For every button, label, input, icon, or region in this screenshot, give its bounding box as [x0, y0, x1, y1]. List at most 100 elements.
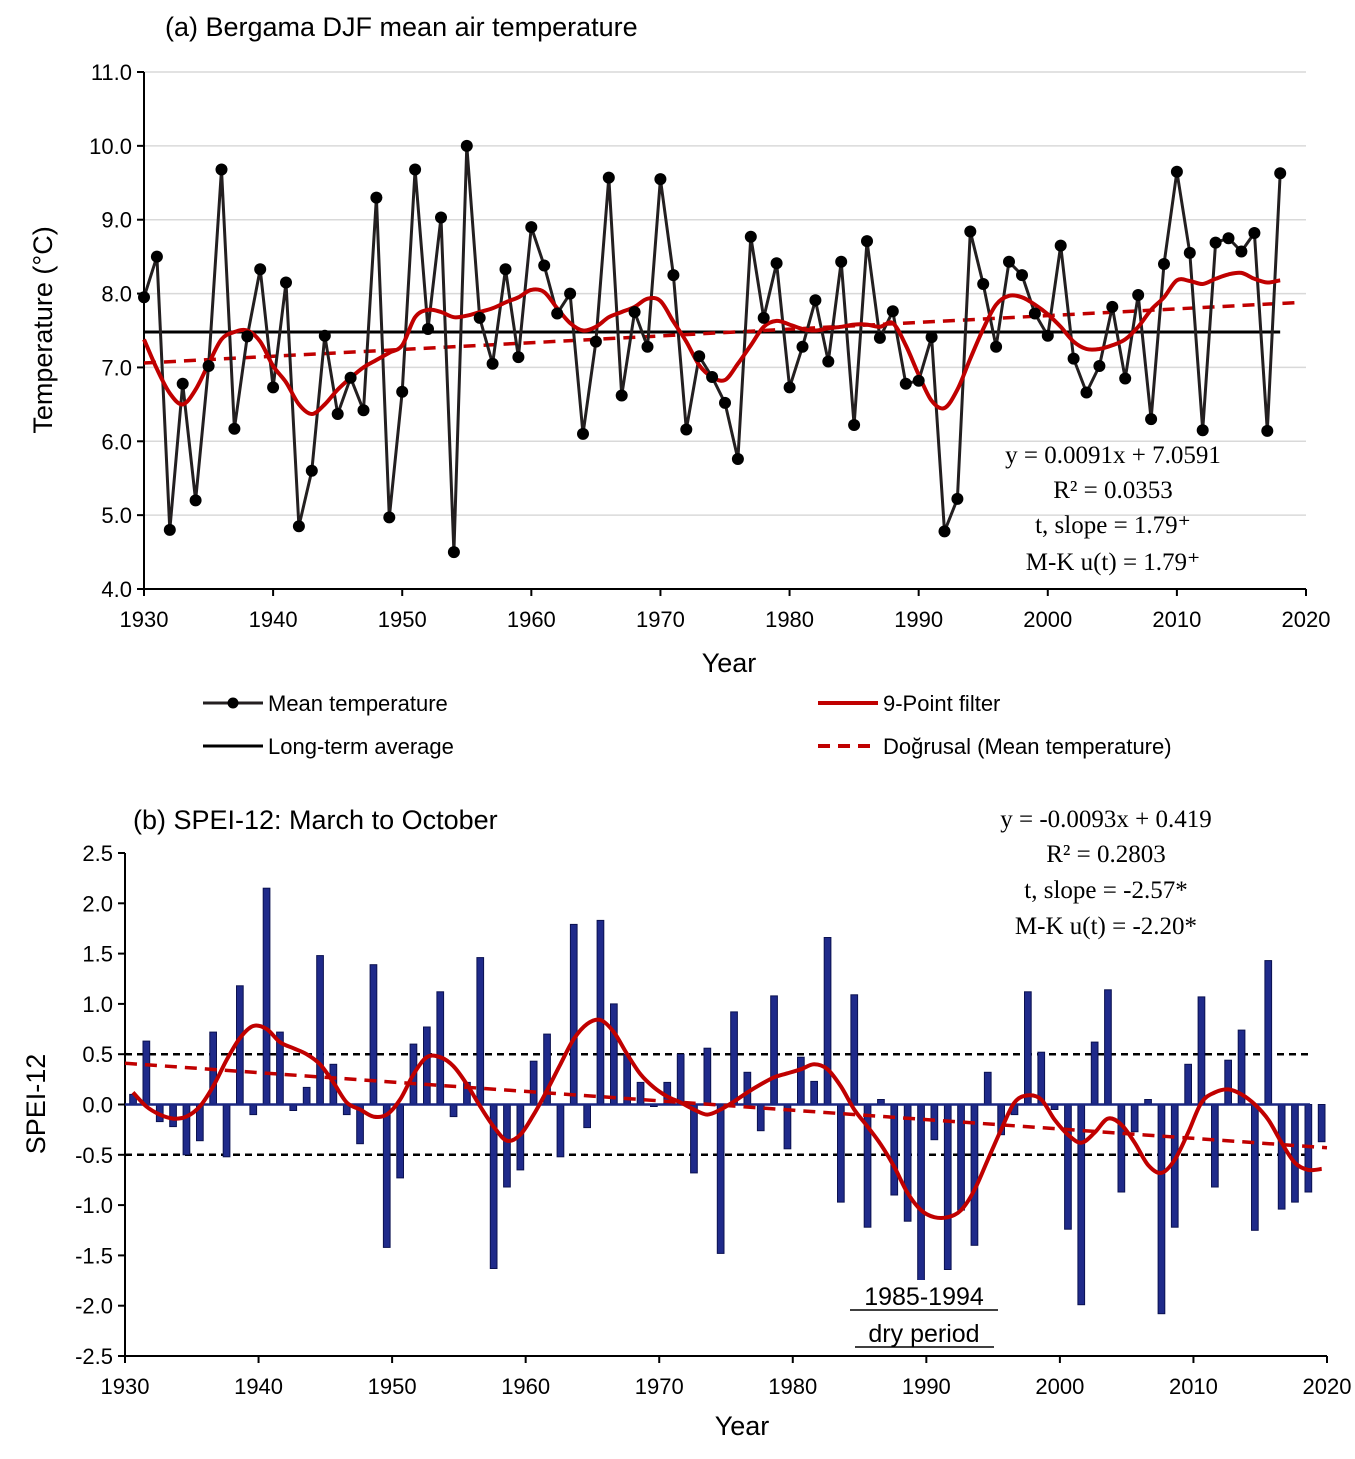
panel-a-r-squared: R² = 0.0353: [1053, 477, 1173, 504]
panel-a-mean-temperature-point: [1016, 269, 1028, 282]
panel-a-mean-temperature-point: [305, 464, 318, 477]
panel-a-mean-temperature-point: [951, 492, 964, 505]
panel-b-spei-bar: [596, 919, 605, 1106]
panel-b-y-tick-label: -2.5: [75, 1344, 113, 1369]
panel-a-mean-temperature-point: [215, 163, 228, 176]
panel-b-spei-bar: [449, 1104, 458, 1118]
panel-b-spei-bar: [142, 1040, 151, 1105]
panel-a-mean-temperature-point: [925, 331, 938, 344]
panel-a-mean-temperature-point: [990, 340, 1003, 353]
panel-a-y-tick-label: 5.0: [101, 503, 132, 528]
panel-a-mean-temperature-point: [163, 523, 176, 536]
panel-b-spei-bar: [396, 1104, 404, 1179]
panel-b-y-ticks: -2.5 -2.0 -1.5 -1.0 -0.5 0.0 0.5 1.0 1.5 2.0 2.5: [75, 841, 125, 1369]
panel-b-spei-bar: [1251, 1104, 1259, 1231]
panel-b-spei-bar: [169, 1104, 177, 1128]
panel-a-mean-temperature-point: [254, 263, 267, 276]
panel-b-y-tick-label: -0.5: [75, 1143, 113, 1168]
panel-a-mean-temperature-point: [525, 221, 538, 234]
panel-a-mean-temperature-point: [396, 385, 409, 398]
panel-a-x-tick-label: 2020: [1282, 607, 1331, 632]
panel-a-mean-temperature-point: [1132, 289, 1145, 301]
panel-a-mean-temperature-point: [138, 291, 150, 304]
panel-b-spei-bar: [1211, 1104, 1219, 1188]
panel-b-filter-line: [131, 1017, 1322, 1221]
panel-a-mean-temperature-point: [383, 511, 396, 524]
panel-a-mean-temperature-point: [1093, 360, 1106, 372]
panel-a-mean-temperature-point: [318, 329, 331, 342]
panel-a: (a) Bergama DJF mean air temperature 193…: [28, 12, 1330, 759]
panel-b-series: [124, 1017, 1328, 1221]
panel-a-x-tick-label: 1930: [120, 607, 169, 632]
panel-a-mean-temperature-point: [499, 263, 512, 276]
panel-a-mean-temperature-point: [1119, 372, 1132, 385]
panel-a-grid: [144, 71, 1306, 516]
panel-b-spei-bar: [476, 957, 485, 1105]
panel-b-spei-bar: [222, 1104, 231, 1158]
panel-b-spei-bar: [970, 1104, 979, 1246]
panel-b-spei-bar: [236, 985, 244, 1105]
panel-a-mean-temperature-point: [667, 269, 680, 282]
panel-b-spei-bar: [1090, 1041, 1099, 1105]
panel-a-mean-temperature-point: [641, 340, 654, 353]
panel-a-mean-temperature-point: [1170, 165, 1183, 178]
panel-b-spei-bar: [503, 1104, 511, 1188]
legend-label-9-point-filter: 9-Point filter: [883, 691, 1000, 716]
panel-a-linear-trend-line: [143, 300, 1300, 365]
panel-b-y-tick-label: 0.0: [82, 1093, 113, 1118]
panel-a-mean-temperature-point: [1041, 329, 1054, 342]
panel-b-x-tick-label: 1960: [501, 1374, 550, 1399]
panel-b-spei-bar: [302, 1086, 311, 1106]
panel-b-x-tick-label: 1990: [902, 1374, 951, 1399]
panel-b-spei-bar: [1104, 989, 1112, 1105]
panel-b-spei-bar: [423, 1026, 431, 1105]
panel-b-spei-bar: [770, 995, 778, 1106]
panel-a-x-tick-label: 1940: [249, 607, 298, 632]
panel-a-mean-temperature-point: [150, 250, 163, 263]
panel-b-spei-bar: [943, 1104, 952, 1270]
panel-b-spei-bar: [1317, 1104, 1326, 1143]
panel-b-spei-bar: [730, 1011, 738, 1106]
panel-a-mean-temperature-point: [1248, 227, 1261, 239]
panel-b-x-tick-label: 1950: [368, 1374, 417, 1399]
panel-b-y-tick-label: 2.0: [82, 891, 113, 916]
panel-a-mean-temperature-point: [770, 257, 783, 270]
panel-b-spei-bar: [1264, 960, 1273, 1105]
panel-b-spei-bar: [1224, 1059, 1233, 1105]
panel-b-x-tick-label: 2010: [1169, 1374, 1218, 1399]
panel-b-spei-bar: [583, 1104, 591, 1129]
panel-a-mean-temperature-point: [899, 377, 912, 390]
panel-b-title: (b) SPEI-12: March to October: [133, 805, 498, 835]
panel-a-mean-temperature-point: [964, 225, 977, 238]
panel-b-spei-bar: [797, 1056, 805, 1105]
legend-label-long-term-average: Long-term average: [268, 734, 454, 759]
panel-b-spei-bar: [1024, 991, 1032, 1105]
panel-a-y-tick-label: 7.0: [101, 355, 132, 380]
panel-a-mean-temperature-point: [886, 305, 899, 318]
panel-b-spei-bar: [1117, 1104, 1126, 1193]
panel-a-mean-temperature-point: [912, 374, 925, 387]
panel-a-mean-temperature-point: [370, 191, 383, 204]
panel-a-mean-temperature-point: [228, 422, 241, 435]
panel-a-mean-temperature-point: [977, 278, 990, 290]
panel-a-mean-temperature-point: [1235, 245, 1248, 258]
panel-b-spei-bar: [756, 1104, 765, 1132]
panel-b-spei-bar: [556, 1104, 565, 1158]
panel-a-x-tick-label: 1950: [378, 607, 427, 632]
panel-a-mean-temperature-point: [1003, 255, 1015, 268]
panel-a-mean-temperature-point: [189, 494, 202, 507]
panel-a-mean-temperature-point: [1067, 352, 1080, 365]
panel-b-spei-bar: [743, 1071, 752, 1106]
panel-a-x-tick-label: 1990: [894, 607, 943, 632]
panel-a-series: [138, 139, 1300, 559]
panel-a-y-tick-label: 6.0: [101, 429, 132, 454]
panel-a-trend-equation: y = 0.0091x + 7.0591: [1005, 442, 1221, 469]
panel-a-mean-temperature-point: [344, 371, 357, 384]
panel-a-mean-temperature-point: [577, 427, 589, 440]
panel-b-x-tick-label: 1980: [768, 1374, 817, 1399]
panel-b-y-tick-label: -2.0: [75, 1294, 113, 1319]
legend-item-linear-trend: Doğrusal (Mean temperature): [818, 734, 1172, 759]
panel-b-spei-bar: [1184, 1063, 1193, 1106]
panel-a-x-tick-label: 1980: [765, 607, 814, 632]
